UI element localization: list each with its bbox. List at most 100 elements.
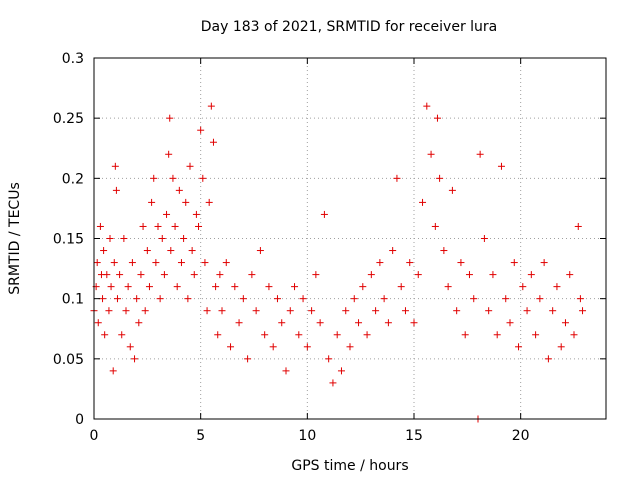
data-point [96, 222, 104, 230]
data-point [372, 307, 380, 315]
data-point [152, 259, 160, 267]
data-point [433, 114, 441, 122]
data-point [299, 295, 307, 303]
data-point [265, 283, 273, 291]
data-point [506, 319, 514, 327]
data-point [120, 235, 128, 242]
data-point [461, 331, 469, 339]
data-points [90, 102, 587, 423]
data-point [576, 295, 584, 303]
data-point [180, 235, 188, 242]
data-point [515, 343, 523, 351]
data-point [444, 283, 452, 291]
axis-ticks: 0 5 10 15 20 0 0.05 0.1 0.15 0.2 0.25 0.3 [53, 51, 606, 444]
data-point [99, 295, 107, 303]
data-point [169, 174, 177, 182]
y-tick-label: 0 [75, 412, 84, 428]
data-point [188, 247, 196, 255]
data-point [346, 343, 354, 351]
data-point [165, 150, 173, 158]
data-point [113, 295, 121, 303]
chart-title: Day 183 of 2021, SRMTID for receiver lur… [201, 19, 498, 35]
data-point [184, 295, 192, 303]
data-point [278, 319, 286, 327]
data-point [101, 331, 109, 339]
data-point [214, 331, 222, 339]
data-point [105, 307, 113, 315]
data-point [453, 307, 461, 315]
data-point [199, 174, 207, 182]
data-point [342, 307, 350, 315]
y-tick-label: 0.05 [53, 352, 84, 368]
data-point [222, 259, 230, 267]
data-point [519, 283, 527, 291]
data-point [212, 283, 220, 291]
data-point [137, 271, 145, 279]
data-point [448, 186, 456, 194]
data-point [182, 198, 190, 206]
data-point [122, 307, 130, 315]
data-point [167, 247, 175, 255]
x-tick-label: 0 [90, 428, 99, 444]
y-tick-label: 0.25 [53, 111, 84, 127]
data-point [100, 247, 108, 255]
data-point [427, 150, 435, 158]
data-point [419, 198, 427, 206]
data-point [107, 283, 115, 291]
data-point [376, 259, 384, 267]
data-point [570, 331, 578, 339]
data-point [244, 355, 252, 363]
data-point [158, 235, 166, 242]
data-point [103, 271, 111, 279]
data-point [110, 259, 118, 267]
data-point [380, 295, 388, 303]
data-point [207, 102, 215, 110]
data-point [218, 307, 226, 315]
data-point [544, 355, 552, 363]
data-point [465, 271, 473, 279]
data-point [156, 295, 164, 303]
data-point [252, 307, 260, 315]
data-point [295, 331, 303, 339]
data-point [192, 210, 200, 218]
data-point [135, 319, 143, 327]
data-point [406, 259, 414, 267]
data-point [126, 343, 134, 351]
data-point [171, 222, 179, 230]
data-point [337, 367, 345, 375]
data-point [457, 259, 465, 267]
data-point [166, 114, 174, 122]
data-point [397, 283, 405, 291]
data-point [141, 307, 149, 315]
data-point [227, 343, 235, 351]
data-point [363, 331, 371, 339]
data-point [177, 259, 185, 267]
data-point [286, 307, 294, 315]
data-point [423, 102, 431, 110]
y-tick-label: 0.3 [62, 51, 84, 67]
data-point [154, 222, 162, 230]
data-point [557, 343, 565, 351]
data-point [173, 283, 181, 291]
data-point [410, 319, 418, 327]
y-tick-label: 0.15 [53, 232, 84, 248]
data-point [239, 295, 247, 303]
data-point [320, 210, 328, 218]
data-point [350, 295, 358, 303]
data-point [190, 271, 198, 279]
data-point [93, 259, 101, 267]
data-point [325, 355, 333, 363]
data-point [367, 271, 375, 279]
data-point [128, 259, 136, 267]
data-point [480, 235, 488, 242]
data-point [139, 222, 147, 230]
data-point [485, 307, 493, 315]
data-point [94, 319, 102, 327]
data-point [273, 295, 281, 303]
data-point [355, 319, 363, 327]
x-tick-label: 10 [298, 428, 316, 444]
data-point [282, 367, 290, 375]
data-point [163, 210, 171, 218]
data-point [308, 307, 316, 315]
data-point [112, 186, 120, 194]
